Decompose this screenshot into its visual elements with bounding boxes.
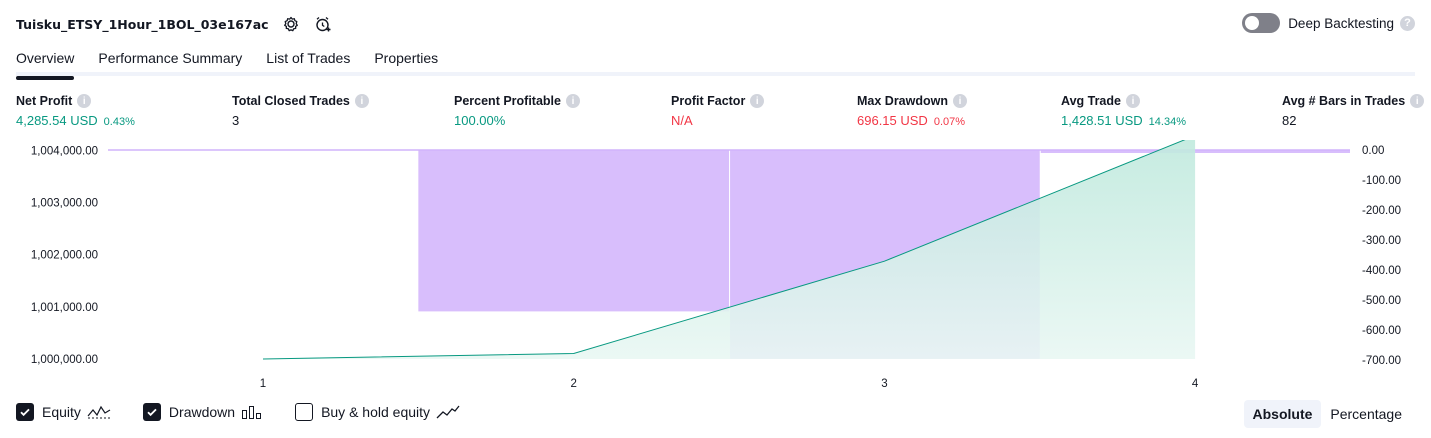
metric-avg-trade: Avg Trade i 1,428.51 USD 14.34%	[1061, 94, 1186, 128]
info-icon[interactable]: i	[1410, 94, 1425, 108]
equity-checkbox[interactable]	[16, 403, 34, 421]
y-left-tick-label: 1,004,000.00	[31, 145, 98, 157]
metric-percent: 0.43%	[103, 116, 135, 128]
percentage-button[interactable]: Percentage	[1330, 406, 1402, 422]
y-left-tick-label: 1,000,000.00	[31, 354, 98, 366]
metric-value: 696.15 USD	[857, 113, 928, 128]
metric-percent-profitable: Percent Profitable i 100.00%	[454, 94, 580, 128]
x-tick-label: 3	[881, 378, 887, 390]
metric-label: Profit Factor	[671, 94, 746, 108]
y-right-tick-label: -100.00	[1362, 175, 1401, 187]
metric-value: 1,428.51 USD	[1061, 113, 1143, 128]
info-icon[interactable]: i	[77, 94, 92, 108]
strategy-title: Tuisku_ETSY_1Hour_1BOL_03e167ac	[16, 16, 269, 32]
report-tabs: Overview Performance Summary List of Tra…	[16, 46, 1415, 80]
metric-value: N/A	[671, 113, 693, 128]
buyhold-label: Buy & hold equity	[321, 404, 431, 420]
metric-total-closed-trades: Total Closed Trades i 3	[232, 94, 369, 128]
settings-icon[interactable]	[281, 14, 301, 34]
drawdown-bars-icon	[241, 404, 263, 420]
info-icon[interactable]: i	[750, 94, 765, 108]
y-right-tick-label: 0.00	[1362, 145, 1384, 157]
metric-label: Net Profit	[16, 94, 73, 108]
metric-percent: 0.07%	[933, 116, 966, 128]
equity-line-icon	[87, 404, 111, 420]
metric-max-drawdown: Max Drawdown i 696.15 USD 0.07%	[857, 94, 967, 128]
equity-label: Equity	[42, 404, 81, 420]
drawdown-label: Drawdown	[168, 404, 236, 420]
metric-value: 82	[1282, 113, 1297, 128]
info-icon[interactable]: i	[953, 94, 967, 108]
metric-net-profit: Net Profit i 4,285.54 USD 0.43%	[16, 94, 135, 128]
y-left-tick-label: 1,003,000.00	[31, 198, 98, 210]
tab-performance-summary[interactable]: Performance Summary	[98, 50, 243, 66]
scale-mode-switch: Absolute Percentage	[1243, 400, 1412, 428]
tab-list-of-trades[interactable]: List of Trades	[266, 50, 351, 66]
metric-profit-factor: Profit Factor i N/A	[671, 94, 765, 128]
buyhold-toggle[interactable]: Buy & hold equity	[295, 403, 460, 421]
y-right-tick-label: -400.00	[1362, 265, 1401, 277]
strategy-header: Tuisku_ETSY_1Hour_1BOL_03e167ac	[16, 12, 333, 36]
metric-value: 100.00%	[454, 113, 506, 128]
drawdown-bar	[418, 150, 730, 312]
metric-value: 4,285.54 USD	[16, 113, 98, 128]
y-right-tick-label: -200.00	[1362, 205, 1401, 217]
deep-backtesting-label: Deep Backtesting	[1288, 15, 1394, 31]
buyhold-line-icon	[436, 404, 460, 420]
tab-overview[interactable]: Overview	[16, 46, 75, 80]
metrics-row: Net Profit i 4,285.54 USD 0.43% Total Clos…	[0, 94, 1431, 134]
y-right-tick-label: -300.00	[1362, 235, 1401, 247]
y-right-tick-label: -700.00	[1362, 355, 1401, 367]
x-tick-label: 1	[260, 378, 266, 390]
y-right-tick-label: -500.00	[1362, 295, 1401, 307]
buyhold-checkbox[interactable]	[295, 403, 314, 421]
equity-area	[263, 140, 1196, 359]
info-icon[interactable]: i	[1125, 94, 1140, 108]
x-tick-label: 2	[570, 378, 576, 390]
drawdown-checkbox[interactable]	[142, 403, 161, 421]
metric-value: 3	[232, 113, 240, 128]
y-right-tick-label: -600.00	[1362, 325, 1401, 337]
metric-label: Avg # Bars in Trades	[1282, 94, 1406, 108]
absolute-button[interactable]: Absolute	[1243, 400, 1322, 428]
equity-drawdown-chart[interactable]: 1,004,000.00 1,003,000.00 1,002,000.00 1,00…	[0, 140, 1431, 394]
info-icon[interactable]: i	[565, 94, 580, 108]
info-icon[interactable]: i	[354, 94, 369, 108]
drawdown-bar	[1040, 150, 1350, 153]
deep-backtesting: Deep Backtesting ?	[1242, 13, 1415, 33]
deep-backtesting-toggle[interactable]	[1242, 13, 1281, 33]
chart-legend: Equity Drawdown Buy & hold equity	[16, 403, 492, 421]
metric-percent: 14.34%	[1148, 116, 1186, 128]
tab-properties[interactable]: Properties	[374, 50, 439, 66]
toggle-knob	[1245, 16, 1260, 30]
help-icon[interactable]: ?	[1400, 15, 1415, 31]
metric-label: Total Closed Trades	[232, 94, 350, 108]
y-left-tick-label: 1,002,000.00	[31, 250, 98, 262]
equity-toggle[interactable]: Equity	[16, 403, 111, 421]
metric-label: Percent Profitable	[454, 94, 561, 108]
equity-line	[262, 140, 1186, 360]
metric-label: Avg Trade	[1061, 94, 1121, 108]
y-left-tick-label: 1,001,000.00	[31, 302, 98, 314]
x-tick-label: 4	[1192, 378, 1199, 390]
add-alert-icon[interactable]	[313, 14, 333, 34]
drawdown-toggle[interactable]: Drawdown	[142, 403, 263, 421]
metric-label: Max Drawdown	[857, 94, 948, 108]
metric-avg-bars-in-trades: Avg # Bars in Trades i 82	[1282, 94, 1425, 128]
